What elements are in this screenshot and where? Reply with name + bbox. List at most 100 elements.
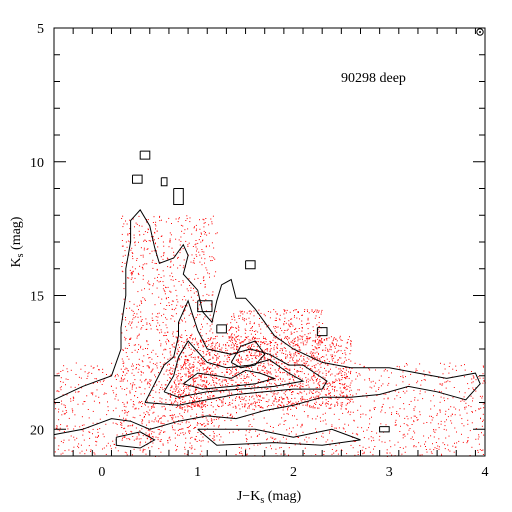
data-point (152, 319, 154, 321)
data-point (208, 414, 210, 416)
data-point (212, 395, 214, 396)
data-point (348, 371, 349, 373)
data-point (170, 291, 172, 293)
data-point (282, 409, 284, 411)
data-point (313, 359, 315, 361)
data-point (200, 283, 202, 284)
data-point (68, 449, 70, 451)
data-point (263, 371, 265, 373)
data-point (313, 312, 315, 313)
data-point (360, 413, 362, 415)
data-point (264, 338, 266, 339)
data-point (146, 322, 148, 324)
data-point (435, 429, 437, 431)
data-point (167, 364, 168, 366)
data-point (218, 418, 220, 420)
data-point (202, 380, 204, 382)
data-point (62, 452, 64, 454)
data-point (344, 383, 346, 385)
data-point (390, 446, 392, 448)
data-point (230, 352, 232, 354)
data-point (226, 358, 228, 360)
data-point (402, 371, 404, 373)
data-point (437, 445, 439, 447)
data-point (296, 392, 298, 394)
data-point (280, 359, 282, 360)
data-point (325, 399, 327, 401)
data-point (273, 358, 275, 360)
data-point (206, 404, 208, 406)
data-point (183, 341, 185, 343)
data-point (204, 369, 206, 371)
data-point (363, 366, 365, 368)
data-point (115, 422, 117, 424)
data-point (331, 440, 333, 442)
data-point (296, 424, 298, 426)
data-point (213, 377, 215, 379)
data-point (144, 231, 146, 233)
data-point (181, 415, 183, 417)
data-point (161, 398, 163, 400)
data-point (172, 335, 174, 337)
data-point (282, 348, 284, 350)
data-point (245, 358, 247, 360)
data-point (190, 437, 191, 439)
data-point (157, 437, 159, 439)
data-point (182, 392, 184, 394)
data-point (301, 327, 303, 329)
data-point (66, 425, 68, 427)
data-point (263, 417, 265, 419)
data-point (176, 353, 178, 355)
data-point (403, 433, 405, 435)
data-point (190, 368, 192, 369)
data-point (324, 377, 326, 379)
data-point (174, 379, 176, 381)
data-point (177, 402, 179, 404)
data-point (172, 344, 173, 346)
data-point (350, 340, 352, 342)
data-point (327, 401, 329, 402)
data-point (157, 429, 159, 430)
data-point (444, 413, 446, 415)
data-point (330, 354, 332, 356)
data-point (129, 390, 131, 392)
data-point (307, 416, 309, 418)
data-point (188, 426, 190, 427)
data-point (255, 351, 257, 353)
data-point (272, 409, 274, 411)
data-point (203, 433, 205, 434)
x-tick-label: 1 (194, 465, 201, 480)
data-point (86, 449, 87, 451)
data-point (328, 392, 330, 394)
data-point (244, 344, 246, 346)
data-point (121, 233, 123, 235)
data-point (241, 341, 243, 343)
data-point (235, 376, 237, 377)
data-point (190, 296, 192, 298)
data-point (323, 360, 325, 362)
data-point (130, 430, 132, 432)
data-point (163, 431, 165, 433)
data-point (342, 412, 344, 414)
data-point (115, 407, 117, 409)
data-point (384, 441, 386, 443)
data-point (302, 431, 304, 433)
data-point (408, 429, 410, 431)
data-point (216, 435, 218, 437)
data-point (269, 349, 271, 351)
data-point (144, 380, 146, 382)
data-point (212, 438, 214, 439)
data-point (257, 444, 259, 446)
data-point (252, 408, 254, 410)
data-point (273, 326, 275, 328)
data-point (190, 335, 192, 337)
data-point (202, 218, 204, 220)
data-point (346, 377, 348, 379)
data-point (187, 371, 189, 372)
data-point (286, 309, 288, 311)
data-point (418, 442, 420, 444)
data-point (230, 327, 232, 329)
data-point (347, 376, 348, 377)
data-point (211, 370, 213, 372)
data-point (154, 231, 156, 233)
